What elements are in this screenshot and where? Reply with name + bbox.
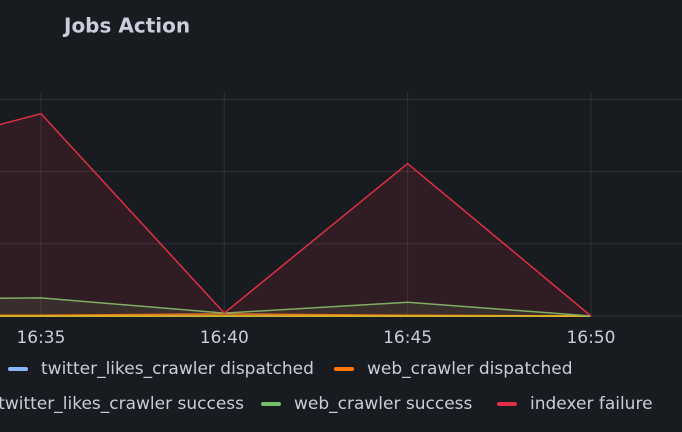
legend-label: twitter_likes_crawler dispatched	[41, 359, 314, 379]
series-line	[0, 112, 592, 317]
legend-label: web_crawler success	[294, 394, 473, 414]
x-tick-label: 16:35	[16, 328, 65, 348]
panel-title: Jobs Action	[62, 14, 190, 38]
legend-marker	[334, 367, 354, 371]
legend-marker	[8, 367, 28, 371]
legend-label: twitter_likes_crawler success	[0, 394, 244, 414]
x-tick-label: 16:45	[383, 328, 432, 348]
area	[0, 297, 591, 316]
legend-label: web_crawler dispatched	[367, 359, 573, 379]
x-tick-label: 16:50	[566, 328, 615, 348]
legend-label: indexer failure	[530, 394, 653, 414]
legend-marker	[261, 402, 281, 406]
area	[0, 113, 591, 316]
x-tick-label: 16:40	[200, 328, 249, 348]
legend-marker	[497, 402, 517, 406]
